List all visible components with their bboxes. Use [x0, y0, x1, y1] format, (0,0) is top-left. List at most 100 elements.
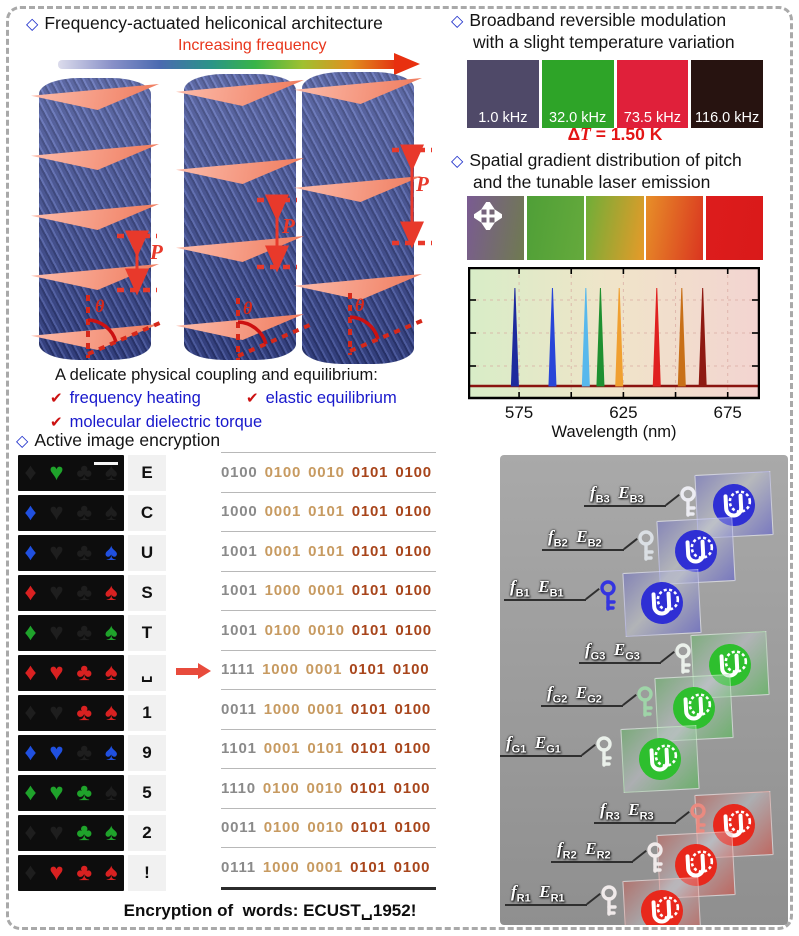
binary-nibble: 0100 [395, 582, 432, 600]
key-icon [638, 530, 654, 561]
wavelength-tick: 625 [609, 403, 638, 422]
suit-diamond-icon: ♦ [24, 779, 37, 806]
encrypted-card-B2 [656, 517, 736, 585]
coupling-item-text: molecular dielectric torque [69, 413, 263, 431]
binary-nibble: 0101 [351, 503, 389, 521]
checkmark-icon: ✔ [246, 390, 259, 407]
binary-nibble: 0101 [351, 542, 389, 560]
card-strip: ♦ ♥ ♣ ♠ [18, 575, 124, 611]
binary-code-row: 0011 0100 0010 0101 0100 [221, 809, 436, 848]
binary-nibble: 0010 [307, 819, 344, 837]
suit-spade-icon: ♠ [104, 539, 118, 566]
diamond-bullet-icon: ◇ [451, 13, 464, 30]
ecust-logo-icon [709, 644, 751, 686]
key-label-B3: fB3 EB3 [590, 483, 644, 506]
section-title-spatial: ◇ Spatial gradient distribution of pitch [451, 150, 742, 171]
suit-diamond-icon: ♦ [24, 659, 37, 686]
suit-heart-icon: ♥ [49, 619, 64, 646]
laser-emission-spectrum-chart [468, 267, 760, 400]
encrypted-card-G1 [620, 725, 700, 793]
encrypted-card-B3 [694, 471, 774, 539]
wavelength-tick: 575 [504, 403, 534, 422]
suit-heart-icon: ♥ [49, 859, 64, 886]
suit-heart-icon: ♥ [49, 579, 64, 606]
suit-spade-icon: ♠ [104, 619, 118, 646]
card-strip: ♦ ♥ ♣ ♠ [18, 535, 124, 571]
frequency-swatch: 1.0 kHz [467, 60, 539, 128]
suit-heart-icon: ♥ [49, 459, 64, 486]
key-label-R3: fR3 ER3 [600, 800, 654, 823]
ecust-logo-icon [713, 804, 755, 846]
binary-nibble: 1000 [263, 700, 301, 718]
coupling-heading: A delicate physical coupling and equilib… [55, 366, 378, 384]
suit-club-icon: ♣ [76, 779, 93, 806]
tilt-angle-label-theta: θ [95, 296, 105, 316]
binary-nibble: 1000 [262, 858, 300, 876]
ecust-logo-icon [641, 582, 683, 624]
decoded-character-cell: T [128, 615, 166, 651]
binary-nibble: 0100 [395, 542, 432, 560]
key-label-G3: fG3 EG3 [585, 640, 640, 663]
key-icon [647, 842, 663, 873]
key-label-G1: fG1 EG1 [506, 733, 561, 756]
encryption-keys-panel: fB3 EB3 fB2 EB2 fB1 EB1 fG3 EG3 fG2 EG2 … [500, 455, 788, 925]
delta-symbol: Δ [567, 124, 581, 144]
binary-nibble: 0001 [264, 503, 302, 521]
binary-nibble: 0010 [306, 779, 344, 797]
binary-nibble: 0100 [395, 463, 432, 481]
binary-nibble: 0100 [262, 779, 300, 797]
suit-spade-icon: ♠ [104, 659, 118, 686]
binary-code-row: 1001 0100 0010 0101 0100 [221, 611, 436, 651]
suit-heart-icon: ♥ [49, 739, 64, 766]
encrypted-card-G3 [690, 631, 770, 699]
suit-diamond-icon: ♦ [24, 459, 37, 486]
binary-nibble: 0001 [305, 661, 343, 679]
section-title-broadband-line1: Broadband reversible modulation [469, 10, 727, 30]
encrypted-card-G2 [654, 674, 734, 742]
binary-code-row: 1101 0001 0101 0101 0100 [221, 730, 436, 769]
decoded-character-cell: C [128, 495, 166, 531]
suit-spade-icon: ♠ [104, 579, 118, 606]
binary-nibble: 0100 [394, 740, 432, 758]
pitch-micrograph-cell [526, 196, 584, 260]
suit-club-icon: ♣ [76, 819, 93, 846]
encrypted-card-B1 [622, 569, 702, 637]
suit-diamond-icon: ♦ [24, 859, 37, 886]
pitch-gradient-micrographs [467, 196, 764, 260]
decoded-character-cell: S [128, 575, 166, 611]
label-connector-line [541, 705, 623, 707]
suit-diamond-icon: ♦ [24, 619, 37, 646]
encrypted-card-R1 [622, 877, 702, 925]
ecust-logo-icon [639, 738, 681, 780]
section-title-spatial-line2: and the tunable laser emission [473, 172, 711, 192]
binary-nibble: 0011 [221, 819, 257, 837]
frequency-swatch: 73.5 kHz [616, 60, 689, 128]
decoded-characters: E C U S T ␣ 1 9 5 2! [128, 455, 166, 895]
suit-heart-icon: ♥ [49, 819, 64, 846]
suit-spade-icon: ♠ [104, 499, 118, 526]
decoded-character-cell: E [128, 455, 166, 491]
binary-nibble: 0101 [308, 503, 345, 521]
ecust-logo-icon [713, 484, 755, 526]
frequency-swatch-label: 1.0 kHz [478, 110, 528, 126]
card-strip: ♦ ♥ ♣ ♠ [18, 735, 124, 771]
diamond-bullet-icon: ◇ [16, 433, 29, 450]
key-icon [675, 643, 691, 674]
binary-code-row: 1001 0001 0101 0101 0100 [221, 532, 436, 572]
binary-code-row: 1000 0001 0101 0101 0100 [221, 493, 436, 532]
binary-nibble: 0100 [263, 819, 301, 837]
tilt-angle-label-theta: θ [355, 295, 365, 315]
binary-nibble: 0100 [394, 700, 432, 718]
binary-nibble: 0101 [351, 463, 389, 481]
binary-nibble: 0101 [308, 542, 345, 560]
temperature-symbol: T [580, 124, 591, 144]
binary-nibble: 0010 [308, 621, 345, 639]
binary-nibble: 1000 [262, 661, 299, 679]
binary-nibble: 1001 [221, 542, 258, 560]
key-icon [690, 803, 706, 834]
key-label-G2: fG2 EG2 [547, 683, 602, 706]
encryption-caption: Encryption of words: ECUST␣1952! [123, 901, 417, 920]
pan-arrows-icon [474, 202, 502, 230]
binary-nibble: 0100 [392, 661, 430, 679]
binary-nibble: 1101 [221, 740, 257, 758]
